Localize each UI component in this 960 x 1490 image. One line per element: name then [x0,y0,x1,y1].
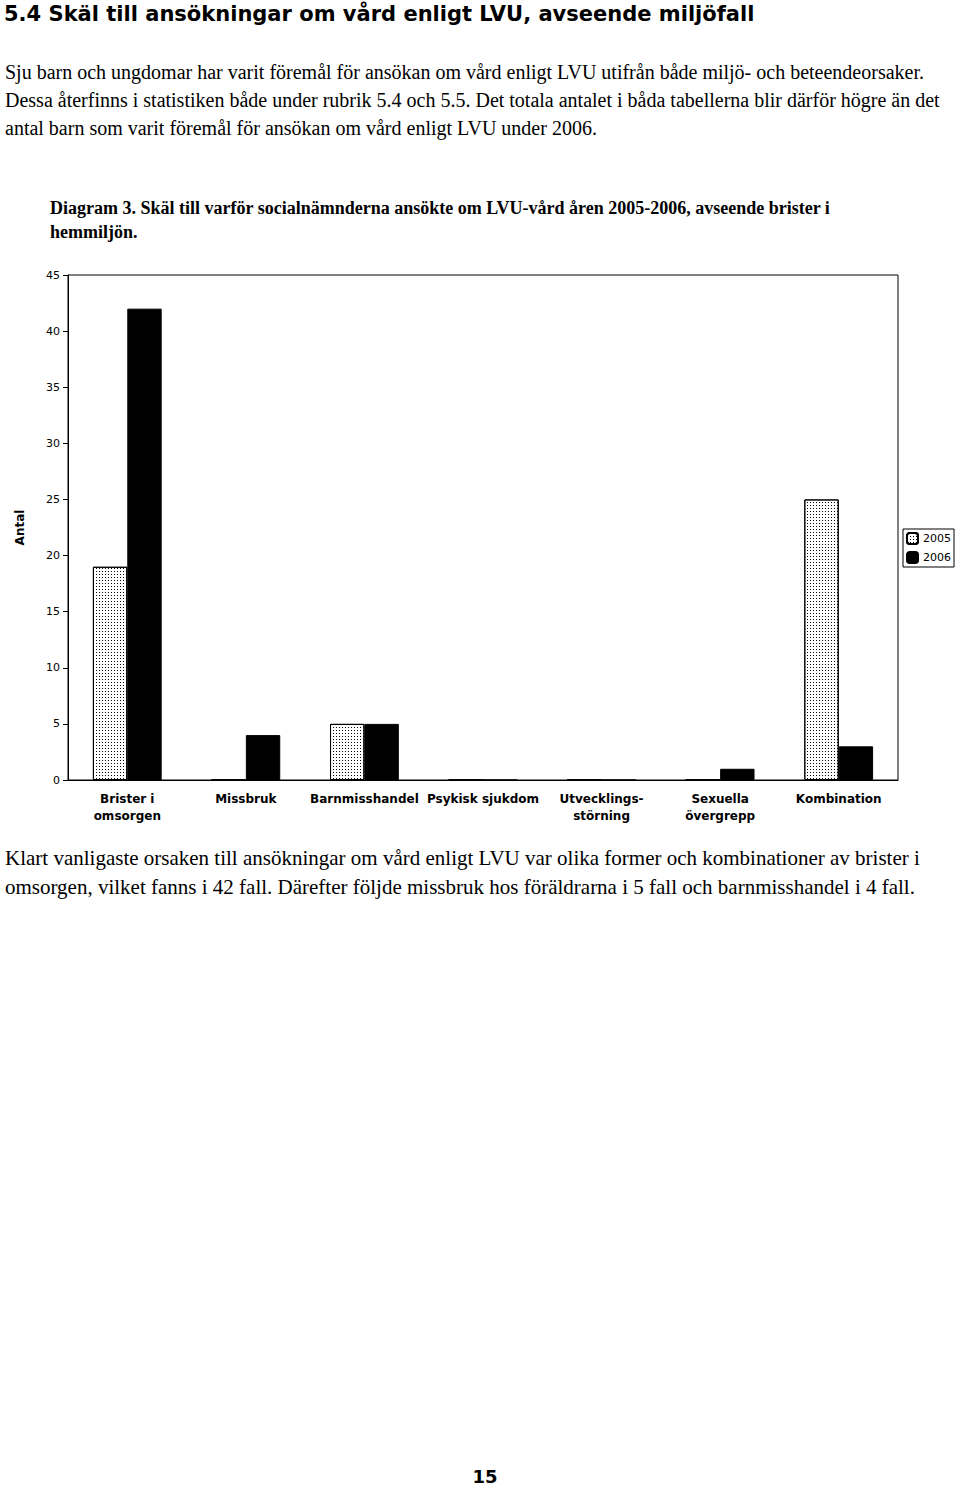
html-text:Sju barn och ungdomar har vari: Sju barn och ungdomar har varit föremål … [5,61,940,139]
html-text:Klart vanligaste orsaken till: Klart vanligaste orsaken till ansökninga… [5,846,920,899]
svg-text:2006: 2006 [923,551,951,564]
svg-text:40: 40 [46,325,60,338]
svg-text:30: 30 [46,437,60,450]
svg-text:20: 20 [46,549,60,562]
svg-text:10: 10 [46,661,60,674]
svg-text:Antal: Antal [13,510,27,546]
html-text:Diagram 3. Skäl till varför so: Diagram 3. Skäl till varför socialnämnde… [50,198,830,242]
svg-text:Kombination: Kombination [796,792,882,806]
svg-text:25: 25 [46,493,60,506]
svg-text:0: 0 [53,774,60,787]
svg-text:Utvecklings-: Utvecklings- [560,792,644,806]
svg-text:Psykisk sjukdom: Psykisk sjukdom [427,792,539,806]
svg-text:2005: 2005 [923,532,951,545]
svg-text:Brister i: Brister i [100,792,154,806]
svg-text:Barnmisshandel: Barnmisshandel [310,792,419,806]
svg-text:omsorgen: omsorgen [94,809,161,823]
svg-text:35: 35 [46,381,60,394]
svg-text:45: 45 [46,269,60,282]
svg-text:5: 5 [53,717,60,730]
html-text:5.4 Skäl till ansökningar om v: 5.4 Skäl till ansökningar om vård enligt… [4,2,755,26]
html-text:15: 15 [472,1466,498,1487]
svg-text:Missbruk: Missbruk [215,792,277,806]
svg-text:störning: störning [573,809,630,823]
svg-text:övergrepp: övergrepp [685,809,755,823]
svg-text:Sexuella: Sexuella [691,792,749,806]
svg-text:15: 15 [46,605,60,618]
